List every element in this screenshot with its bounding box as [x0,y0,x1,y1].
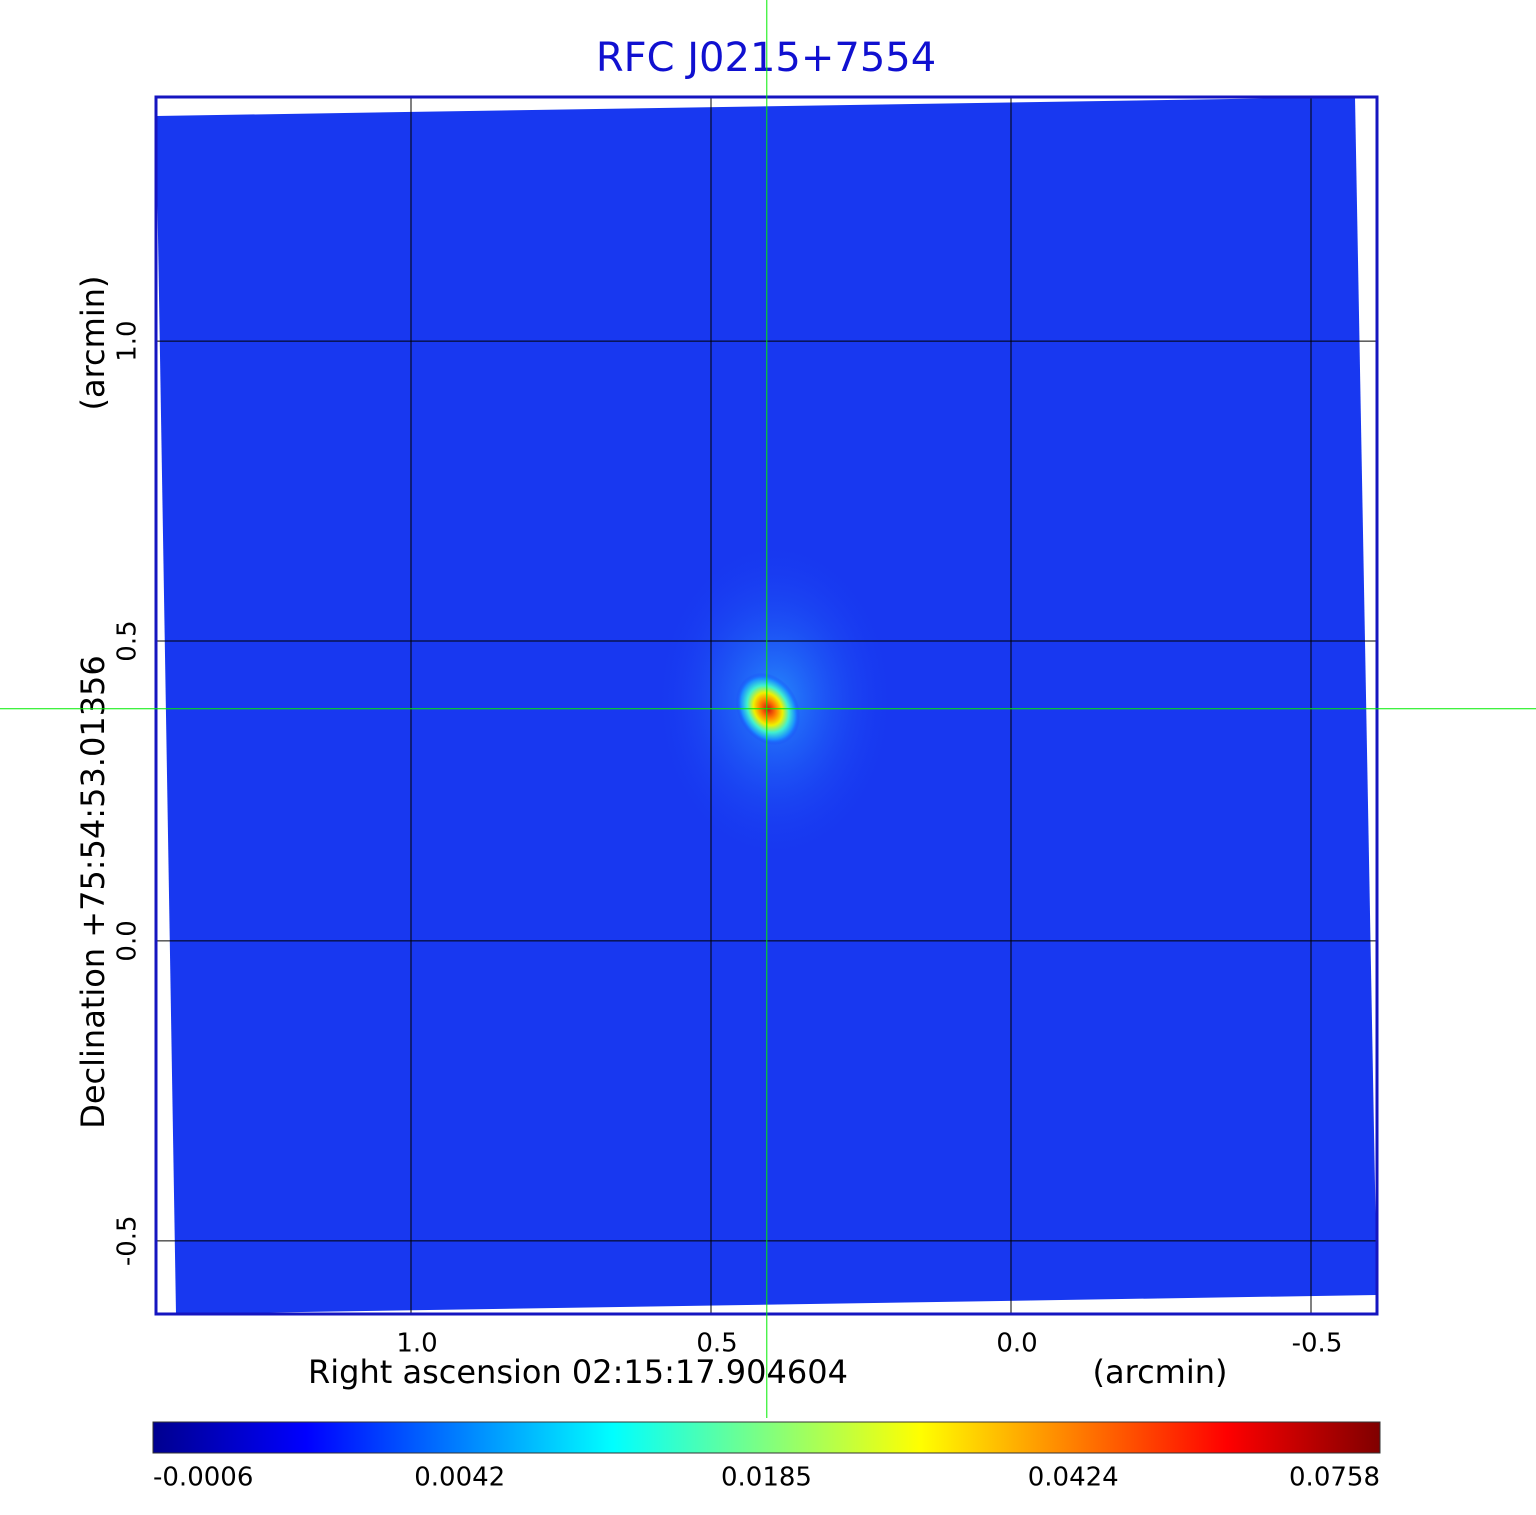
x-tick-label: 0.0 [996,1329,1037,1359]
x-axis-unit: (arcmin) [1093,1353,1228,1391]
y-axis-unit: (arcmin) [74,276,112,411]
x-tick-label: -0.5 [1292,1329,1343,1359]
colorbar-tick-label: 0.0758 [1289,1463,1380,1493]
colorbar-tick-label: 0.0424 [1028,1463,1119,1493]
x-tick-label: 1.0 [396,1329,437,1359]
y-tick-label: -0.5 [113,1215,143,1266]
colorbar-tick-label: 0.0042 [414,1463,505,1493]
x-axis-label: Right ascension 02:15:17.904604 [308,1353,848,1391]
y-axis-label: Declination +75:54:53.01356 [74,655,112,1129]
colorbar [152,1421,1381,1454]
colorbar-tick-label: 0.0185 [721,1463,812,1493]
colorbar-tick-label: -0.0006 [153,1463,253,1493]
y-tick-label: 0.0 [113,920,143,961]
x-tick-label: 0.5 [696,1329,737,1359]
y-tick-label: 0.5 [113,620,143,661]
chart-title: RFC J0215+7554 [596,35,936,81]
y-tick-label: 1.0 [113,320,143,361]
